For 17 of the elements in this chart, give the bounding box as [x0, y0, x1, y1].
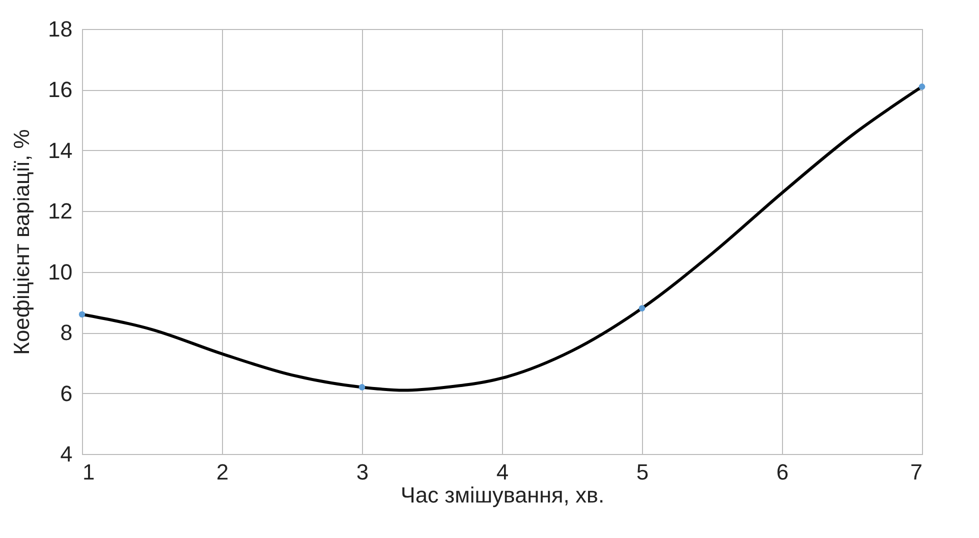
- y-tick-label: 4: [60, 442, 72, 466]
- y-axis-title: Коефіцієнт варіації, %: [9, 129, 34, 355]
- x-tick-label: 1: [82, 460, 95, 484]
- x-axis-title: Час змішування, хв.: [400, 482, 604, 508]
- x-tick-label: 3: [356, 460, 369, 484]
- y-tick-label: 18: [48, 16, 72, 42]
- y-tick-label: 10: [48, 259, 72, 284]
- x-tick-label: 4: [496, 460, 509, 484]
- x-tick-label: 6: [776, 460, 789, 484]
- x-tick-label: 7: [910, 460, 922, 484]
- x-tick-label: 2: [216, 460, 229, 484]
- x-tick-label: 5: [636, 460, 649, 484]
- y-tick-label: 16: [48, 77, 72, 102]
- y-tick-label: 6: [60, 380, 72, 406]
- y-tick-label: 12: [48, 198, 72, 224]
- y-tick-label: 8: [60, 320, 72, 346]
- y-tick-label: 14: [48, 138, 72, 163]
